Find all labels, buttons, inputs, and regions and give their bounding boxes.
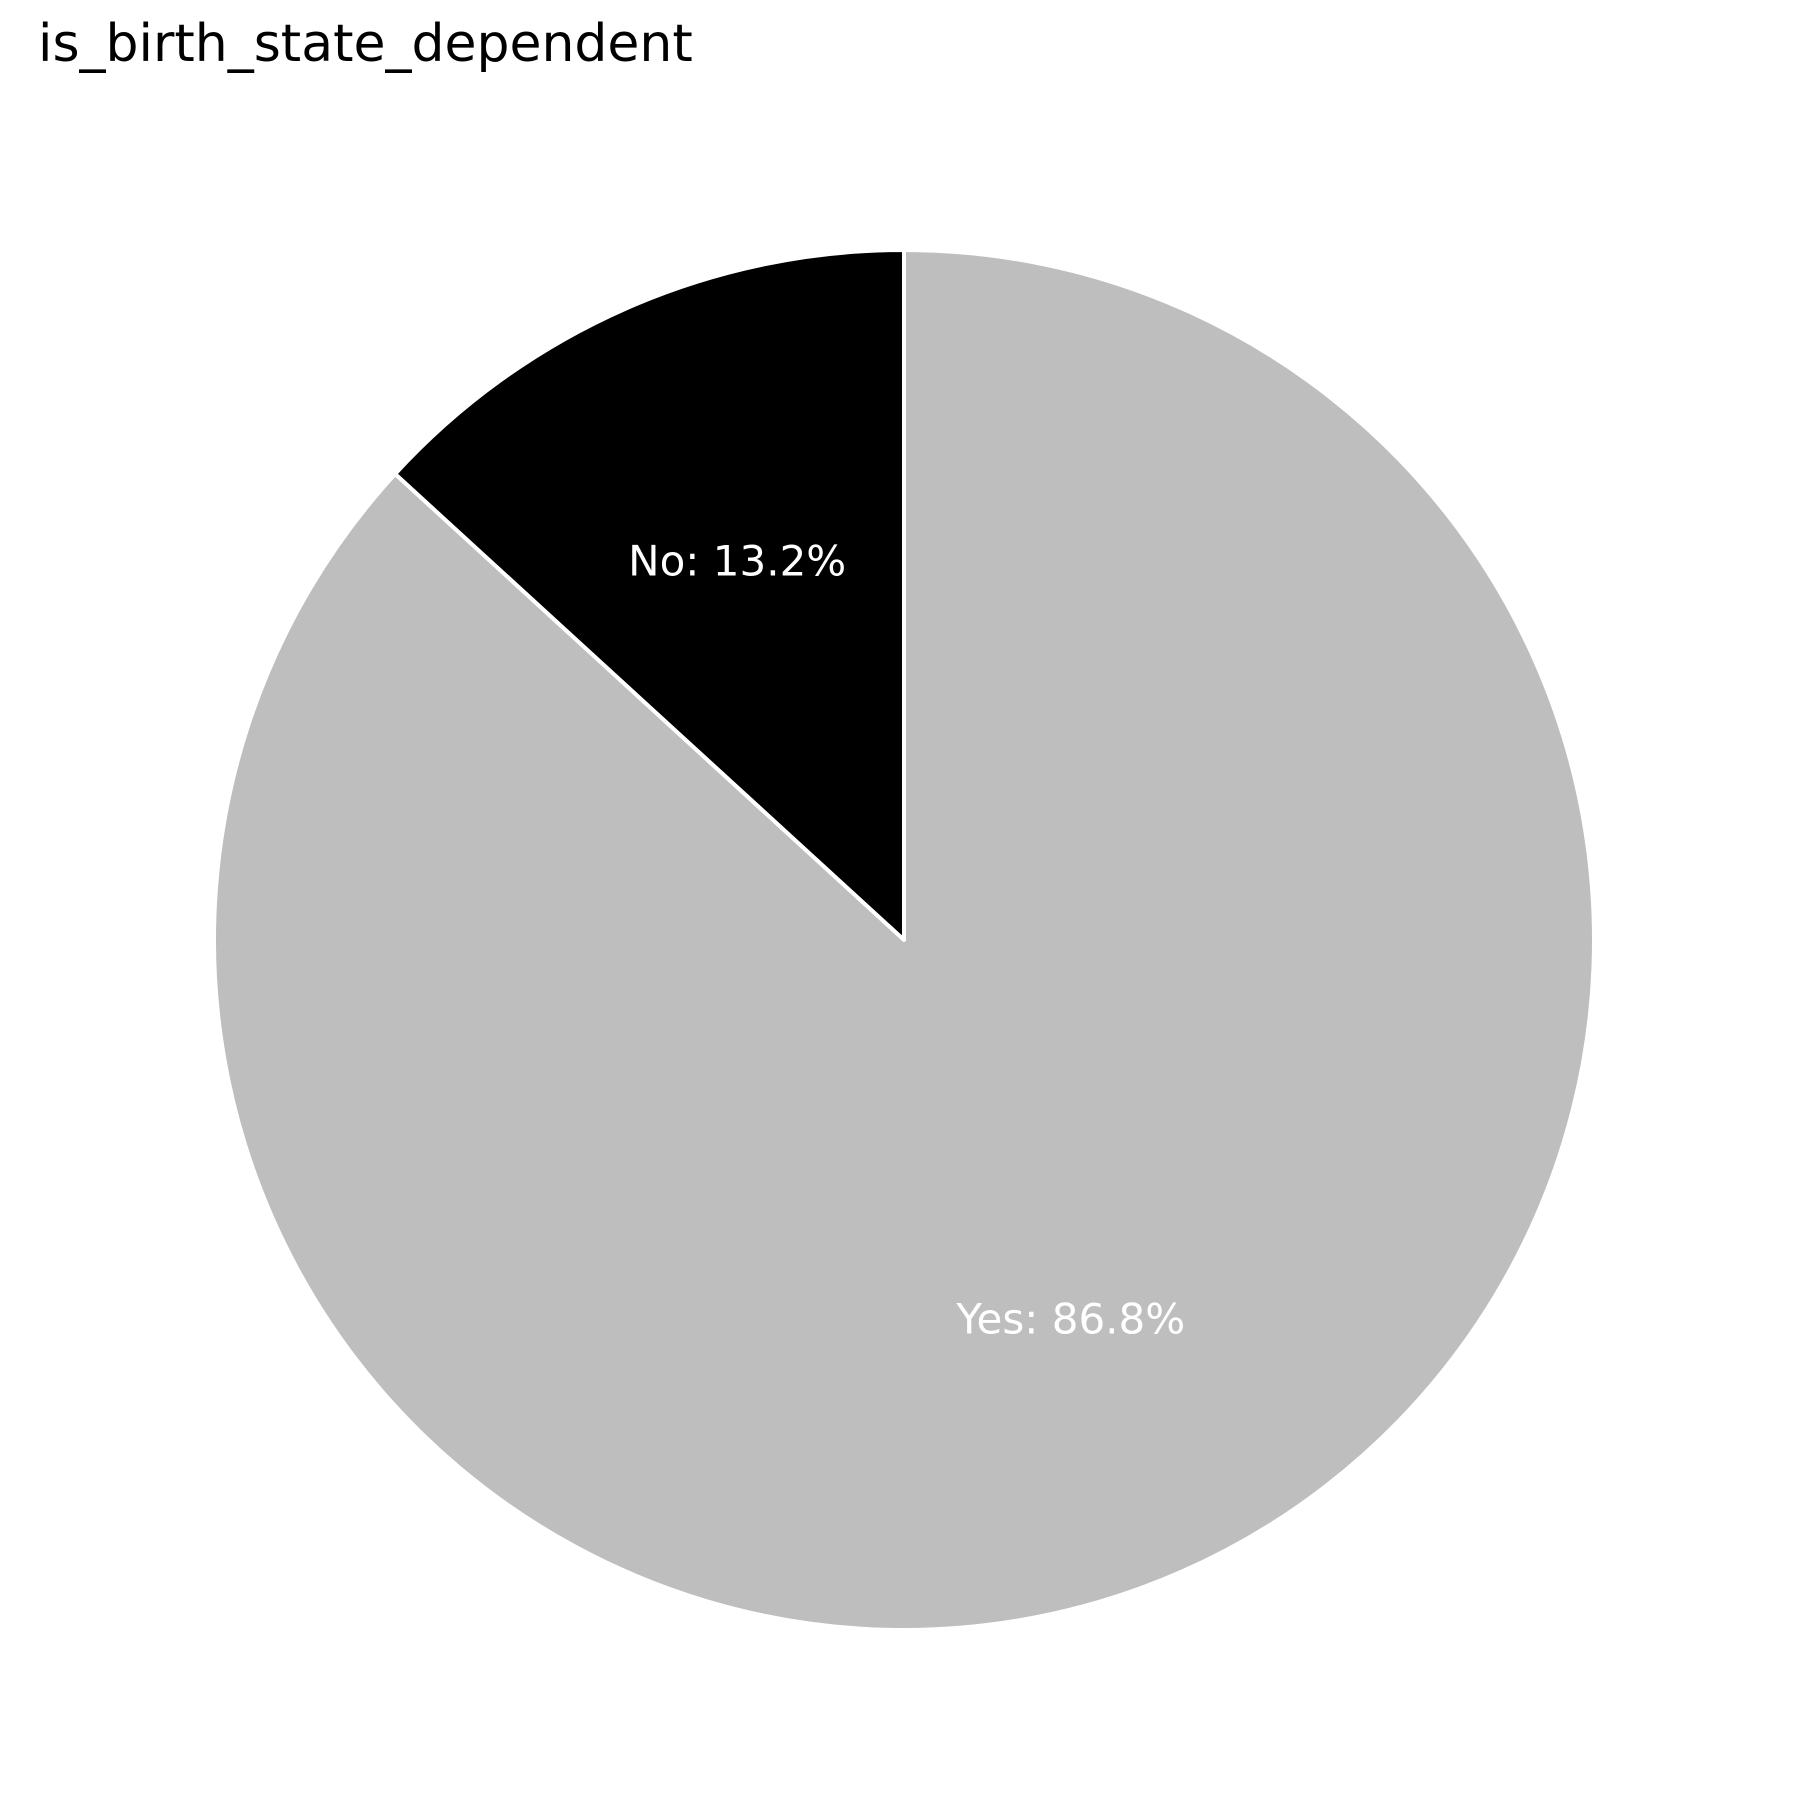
pie-slice-yes	[212, 248, 1596, 1632]
pie-label-yes: Yes: 86.8%	[955, 1294, 1185, 1343]
pie-labels: No: 13.2% Yes: 86.8%	[628, 537, 1185, 1344]
pie-slices	[212, 248, 1596, 1632]
pie-label-no: No: 13.2%	[628, 537, 846, 586]
chart-title: is_birth_state_dependent	[38, 14, 693, 74]
pie-slice-no	[393, 248, 906, 942]
